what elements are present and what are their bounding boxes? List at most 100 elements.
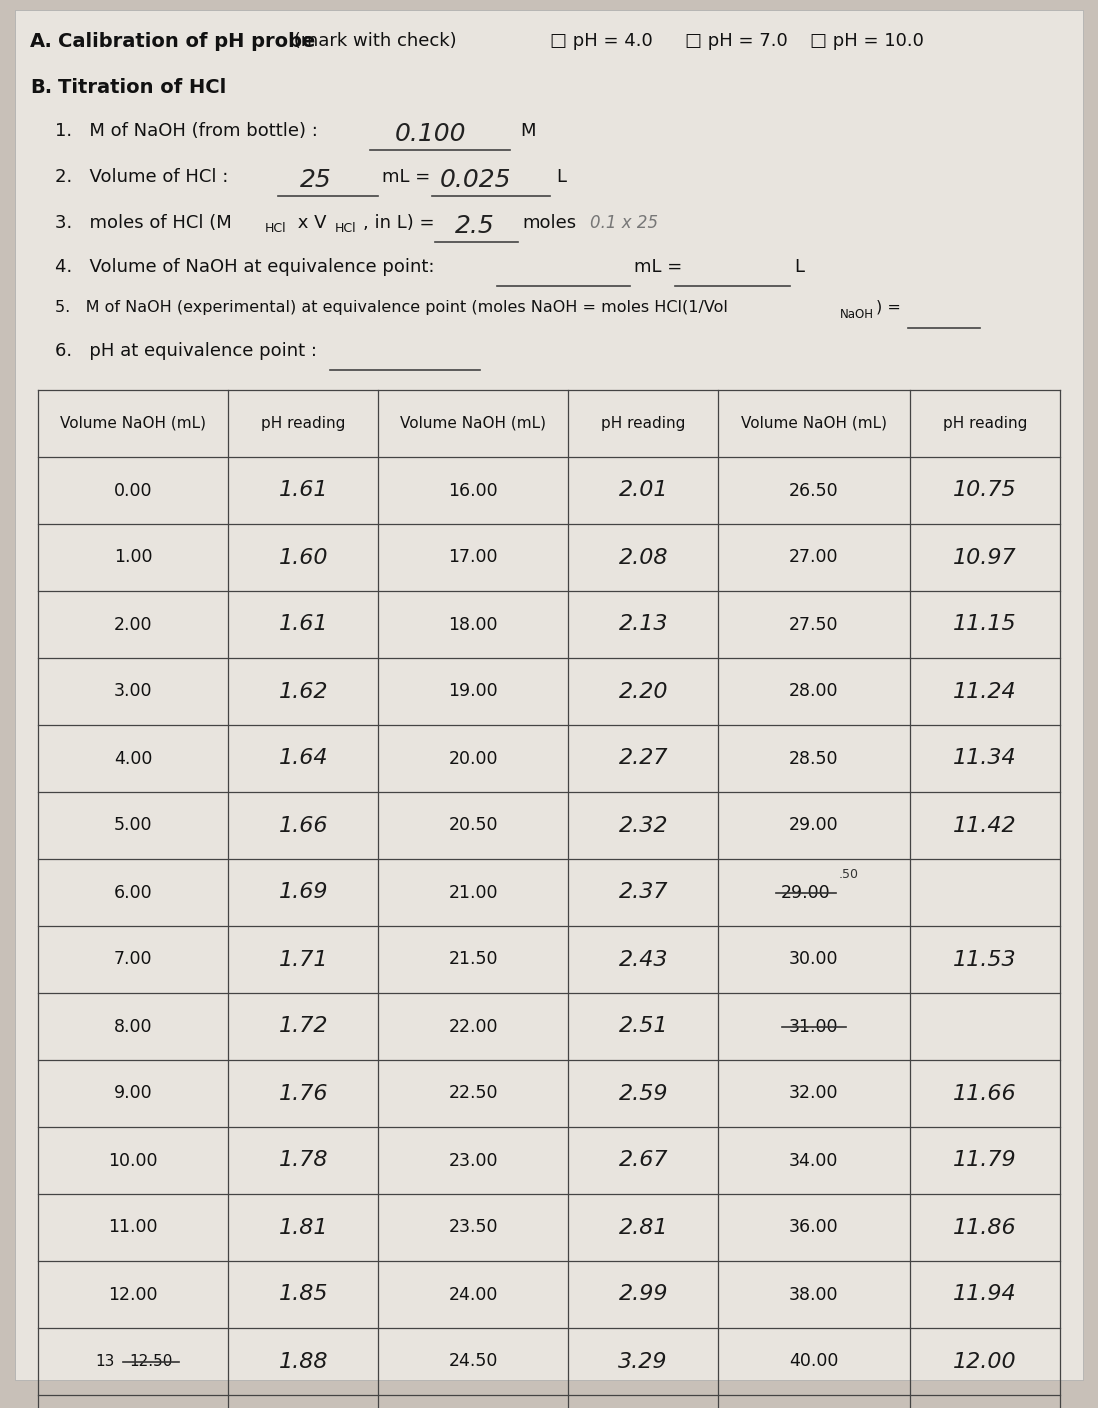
Text: 16.00: 16.00 xyxy=(448,482,498,500)
Text: 2.01: 2.01 xyxy=(618,480,668,500)
Text: □ pH = 10.0: □ pH = 10.0 xyxy=(810,32,923,51)
Text: 0.100: 0.100 xyxy=(395,122,467,146)
Text: 27.50: 27.50 xyxy=(789,615,839,634)
Text: 12.00: 12.00 xyxy=(109,1286,158,1304)
Text: 36.00: 36.00 xyxy=(789,1218,839,1236)
Text: 40.00: 40.00 xyxy=(789,1353,839,1370)
Text: 4.   Volume of NaOH at equivalence point:: 4. Volume of NaOH at equivalence point: xyxy=(55,258,435,276)
Text: 0.1 x 25: 0.1 x 25 xyxy=(590,214,658,232)
Text: 6.   pH at equivalence point :: 6. pH at equivalence point : xyxy=(55,342,317,360)
Text: 8.00: 8.00 xyxy=(114,1018,153,1035)
Text: 24.00: 24.00 xyxy=(448,1286,497,1304)
Text: □ pH = 7.0: □ pH = 7.0 xyxy=(685,32,787,51)
Text: 1.76: 1.76 xyxy=(279,1084,328,1104)
Text: 1.62: 1.62 xyxy=(279,681,328,701)
Text: x V: x V xyxy=(292,214,326,232)
Text: 10.75: 10.75 xyxy=(953,480,1017,500)
Text: 10.00: 10.00 xyxy=(109,1152,158,1170)
Text: 28.50: 28.50 xyxy=(789,749,839,767)
Text: .50: .50 xyxy=(839,867,859,881)
Text: 1.   M of NaOH (from bottle) :: 1. M of NaOH (from bottle) : xyxy=(55,122,318,139)
Text: Volume NaOH (mL): Volume NaOH (mL) xyxy=(741,415,887,431)
Text: □ pH = 4.0: □ pH = 4.0 xyxy=(550,32,652,51)
Text: 2.51: 2.51 xyxy=(618,1017,668,1036)
Text: 25: 25 xyxy=(300,168,332,191)
Text: 2.99: 2.99 xyxy=(618,1284,668,1304)
Text: L: L xyxy=(556,168,565,186)
Text: 2.00: 2.00 xyxy=(114,615,153,634)
Text: 32.00: 32.00 xyxy=(789,1084,839,1102)
Text: pH reading: pH reading xyxy=(261,415,346,431)
Text: (mark with check): (mark with check) xyxy=(288,32,457,51)
Text: 3.00: 3.00 xyxy=(114,683,153,701)
Text: 11.66: 11.66 xyxy=(953,1084,1017,1104)
Text: 11.24: 11.24 xyxy=(953,681,1017,701)
Text: 9.00: 9.00 xyxy=(114,1084,153,1102)
Text: 2.5: 2.5 xyxy=(455,214,495,238)
Text: 2.   Volume of HCl :: 2. Volume of HCl : xyxy=(55,168,228,186)
Text: 23.00: 23.00 xyxy=(448,1152,498,1170)
Text: 28.00: 28.00 xyxy=(789,683,839,701)
Text: 1.61: 1.61 xyxy=(279,480,328,500)
Text: 1.71: 1.71 xyxy=(279,949,328,970)
Text: 2.37: 2.37 xyxy=(618,883,668,903)
Text: 13: 13 xyxy=(96,1354,115,1369)
Text: 7.00: 7.00 xyxy=(114,950,153,969)
Text: ) =: ) = xyxy=(876,300,900,315)
Text: 3.29: 3.29 xyxy=(618,1352,668,1371)
Text: A.: A. xyxy=(30,32,53,51)
Text: 11.86: 11.86 xyxy=(953,1218,1017,1238)
Text: 34.00: 34.00 xyxy=(789,1152,839,1170)
Text: 1.72: 1.72 xyxy=(279,1017,328,1036)
Text: 31.00: 31.00 xyxy=(789,1018,839,1035)
Text: 23.50: 23.50 xyxy=(448,1218,498,1236)
Text: 1.78: 1.78 xyxy=(279,1150,328,1170)
Text: 1.69: 1.69 xyxy=(279,883,328,903)
Text: 29.00: 29.00 xyxy=(789,817,839,835)
Text: 2.08: 2.08 xyxy=(618,548,668,567)
Text: 1.61: 1.61 xyxy=(279,614,328,635)
Text: 10.97: 10.97 xyxy=(953,548,1017,567)
Text: 11.34: 11.34 xyxy=(953,749,1017,769)
Text: M: M xyxy=(520,122,536,139)
Text: 2.20: 2.20 xyxy=(618,681,668,701)
Text: pH reading: pH reading xyxy=(601,415,685,431)
Text: 29.00: 29.00 xyxy=(781,883,830,901)
Text: 1.85: 1.85 xyxy=(279,1284,328,1304)
Text: 4.00: 4.00 xyxy=(114,749,153,767)
Text: HCl: HCl xyxy=(335,222,357,235)
Text: 3.   moles of HCl (M: 3. moles of HCl (M xyxy=(55,214,232,232)
Text: 38.00: 38.00 xyxy=(789,1286,839,1304)
Text: 19.00: 19.00 xyxy=(448,683,498,701)
Text: pH reading: pH reading xyxy=(942,415,1027,431)
Text: 2.43: 2.43 xyxy=(618,949,668,970)
Text: 22.00: 22.00 xyxy=(448,1018,498,1035)
Text: 22.50: 22.50 xyxy=(448,1084,498,1102)
Text: Volume NaOH (mL): Volume NaOH (mL) xyxy=(400,415,546,431)
Text: 6.00: 6.00 xyxy=(114,883,153,901)
Text: 0.00: 0.00 xyxy=(114,482,153,500)
Text: 21.00: 21.00 xyxy=(448,883,498,901)
Text: NaOH: NaOH xyxy=(840,308,874,321)
Text: 1.81: 1.81 xyxy=(279,1218,328,1238)
Text: , in L) =: , in L) = xyxy=(363,214,435,232)
Text: 26.50: 26.50 xyxy=(789,482,839,500)
Text: Volume NaOH (mL): Volume NaOH (mL) xyxy=(60,415,206,431)
Text: 2.32: 2.32 xyxy=(618,815,668,835)
Text: 12.00: 12.00 xyxy=(953,1352,1017,1371)
Text: mL =: mL = xyxy=(634,258,682,276)
Text: 2.27: 2.27 xyxy=(618,749,668,769)
Text: 11.94: 11.94 xyxy=(953,1284,1017,1304)
Text: 11.15: 11.15 xyxy=(953,614,1017,635)
Text: 1.88: 1.88 xyxy=(279,1352,328,1371)
Text: B.: B. xyxy=(30,77,52,97)
Text: moles: moles xyxy=(522,214,576,232)
Text: mL =: mL = xyxy=(382,168,430,186)
Text: 11.42: 11.42 xyxy=(953,815,1017,835)
Text: 30.00: 30.00 xyxy=(789,950,839,969)
Text: 24.50: 24.50 xyxy=(448,1353,497,1370)
Text: 21.50: 21.50 xyxy=(448,950,498,969)
Text: 1.64: 1.64 xyxy=(279,749,328,769)
Text: 11.00: 11.00 xyxy=(109,1218,158,1236)
Text: 2.67: 2.67 xyxy=(618,1150,668,1170)
